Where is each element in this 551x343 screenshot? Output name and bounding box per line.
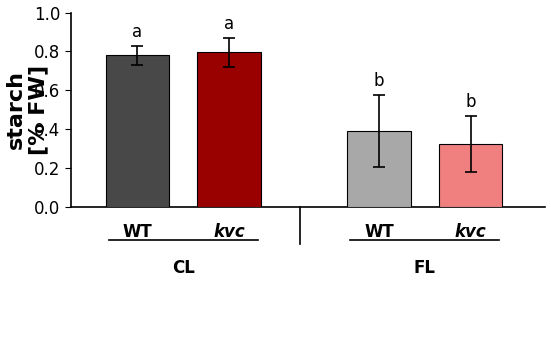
Text: FL: FL (414, 259, 436, 277)
Text: kvc: kvc (455, 223, 487, 240)
Y-axis label: starch
[% FW]: starch [% FW] (6, 65, 48, 155)
Text: CL: CL (172, 259, 195, 277)
Text: b: b (374, 72, 384, 90)
Bar (347, 131, 410, 207)
Text: b: b (465, 93, 476, 111)
Text: a: a (132, 23, 143, 41)
Bar (439, 144, 502, 207)
Text: WT: WT (123, 223, 153, 240)
Text: WT: WT (364, 223, 394, 240)
Text: a: a (224, 15, 234, 33)
Bar (106, 55, 169, 207)
Bar (197, 52, 261, 207)
Text: kvc: kvc (213, 223, 245, 240)
